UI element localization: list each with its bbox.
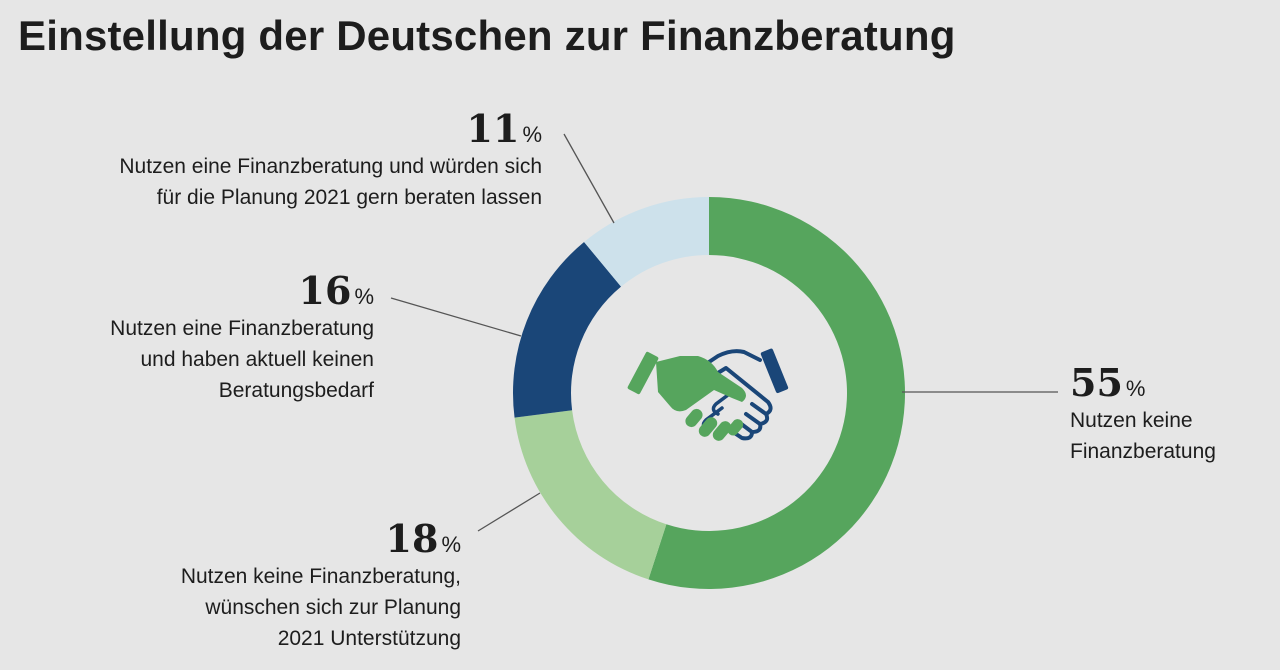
label-55: 55% Nutzen keine Finanzberatung: [1070, 360, 1216, 467]
leader-line-16: [390, 297, 522, 337]
label-11-text: Nutzen eine Finanzberatung und würden si…: [119, 155, 542, 209]
leader-lines: [390, 133, 1058, 532]
label-18: 18% Nutzen keine Finanzberatung, wünsche…: [181, 516, 461, 654]
donut-slice-18: [514, 410, 667, 580]
label-16-value: 16: [298, 268, 352, 313]
label-16-text: Nutzen eine Finanzberatung und haben akt…: [110, 317, 374, 402]
label-16: 16% Nutzen eine Finanzberatung und haben…: [110, 268, 374, 406]
label-11: 11% Nutzen eine Finanzberatung und würde…: [119, 106, 542, 213]
donut-slices: [513, 197, 905, 589]
label-55-value: 55: [1070, 360, 1123, 405]
label-18-value: 18: [385, 516, 439, 561]
handshake-icon: [627, 348, 789, 441]
label-18-text: Nutzen keine Finanzberatung, wünschen si…: [180, 565, 461, 650]
label-11-unit: %: [522, 122, 542, 147]
label-16-unit: %: [354, 284, 374, 309]
donut-slice-55: [648, 197, 905, 589]
label-55-unit: %: [1125, 376, 1146, 401]
chart-title: Einstellung der Deutschen zur Finanzbera…: [18, 12, 956, 59]
donut-slice-16: [513, 241, 622, 418]
label-55-text: Nutzen keine Finanzberatung: [1070, 409, 1216, 463]
leader-line-11: [563, 133, 615, 224]
leader-line-18: [477, 492, 541, 532]
donut-slice-11: [584, 197, 709, 287]
label-18-unit: %: [441, 532, 461, 557]
label-11-value: 11: [466, 106, 520, 151]
